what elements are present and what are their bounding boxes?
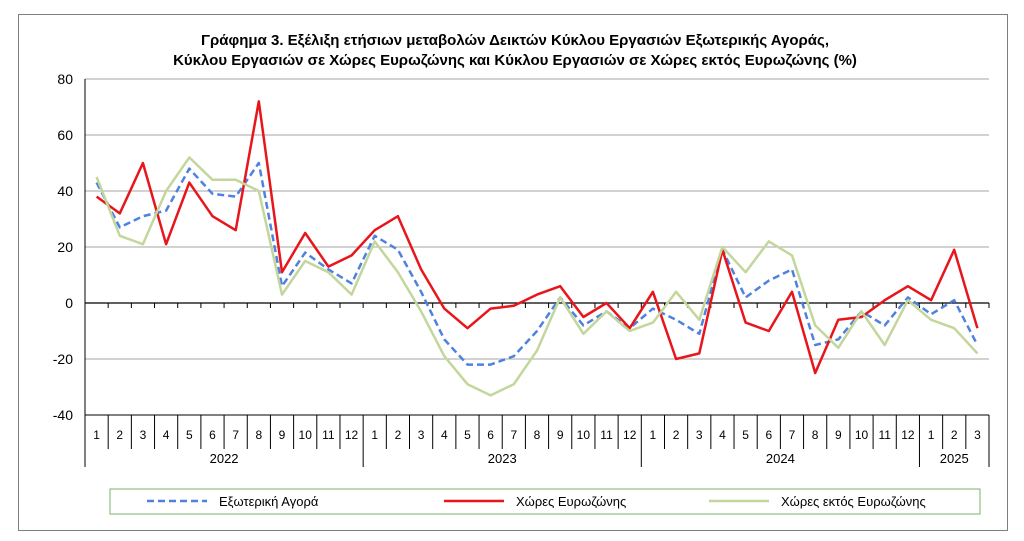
series-line-1 [95,100,979,375]
month-tick-label: 1 [928,428,935,442]
y-tick-label: 0 [65,295,73,311]
month-tick-label: 4 [441,428,448,442]
month-tick-label: 9 [835,428,842,442]
chart-title-line-2: Κύκλου Εργασιών σε Χώρες Ευρωζώνης και Κ… [173,52,857,69]
month-tick-label: 3 [974,428,981,442]
y-tick-label: 20 [57,239,73,255]
series-lines [95,100,979,397]
month-tick-label: 10 [577,428,591,442]
y-tick-label: 60 [57,127,73,143]
month-tick-label: 7 [510,428,517,442]
month-tick-label: 5 [742,428,749,442]
month-tick-label: 2 [951,428,958,442]
month-tick-label: 8 [812,428,819,442]
month-tick-label: 4 [719,428,726,442]
y-tick-label: 40 [57,183,73,199]
month-tick-label: 11 [322,428,335,442]
month-tick-label: 1 [93,428,100,442]
month-tick-label: 5 [464,428,471,442]
month-tick-label: 6 [487,428,494,442]
month-tick-label: 12 [345,428,359,442]
month-tick-label: 7 [232,428,239,442]
legend-label-0: Εξωτερική Αγορά [219,494,319,509]
year-label: 2023 [488,451,517,466]
month-tick-label: 7 [789,428,796,442]
legend: Εξωτερική Αγορά Χώρες Ευρωζώνης Χώρες εκτό… [109,488,981,515]
y-tick-label: -20 [53,351,73,367]
month-tick-label: 4 [163,428,170,442]
legend-label-1: Χώρες Ευρωζώνης [516,494,626,509]
gridlines [85,78,989,416]
year-label: 2022 [210,451,239,466]
month-tick-label: 8 [256,428,263,442]
legend-label-2: Χώρες εκτός Ευρωζώνης [781,494,926,509]
month-tick-label: 2 [673,428,680,442]
year-label: 2024 [766,451,795,466]
month-tick-label: 2 [116,428,123,442]
chart-svg: Γράφημα 3. Εξέλιξη ετήσιων μεταβολών Δει… [53,32,990,515]
month-tick-label: 8 [534,428,541,442]
month-tick-label: 6 [765,428,772,442]
month-tick-label: 11 [878,428,891,442]
y-tick-label: 80 [57,71,73,87]
month-tick-label: 9 [557,428,564,442]
month-tick-label: 6 [209,428,216,442]
month-tick-label: 5 [186,428,193,442]
month-tick-label: 10 [855,428,869,442]
month-tick-label: 11 [600,428,613,442]
y-tick-label: -40 [53,407,73,423]
series-line-0 [95,161,979,366]
month-tick-label: 9 [279,428,286,442]
month-tick-label: 1 [371,428,378,442]
month-tick-label: 3 [418,428,425,442]
month-tick-label: 10 [299,428,313,442]
series-line-2 [95,156,979,397]
legend-box [109,488,981,515]
month-tick-label: 12 [623,428,637,442]
month-tick-label: 2 [395,428,402,442]
month-tick-label: 3 [140,428,147,442]
chart-frame: Γράφημα 3. Εξέλιξη ετήσιων μεταβολών Δει… [18,14,1008,531]
year-label: 2025 [940,451,969,466]
month-tick-label: 1 [650,428,657,442]
month-tick-label: 12 [901,428,915,442]
chart-title-line-1: Γράφημα 3. Εξέλιξη ετήσιων μεταβολών Δει… [201,32,829,49]
month-tick-label: 3 [696,428,703,442]
